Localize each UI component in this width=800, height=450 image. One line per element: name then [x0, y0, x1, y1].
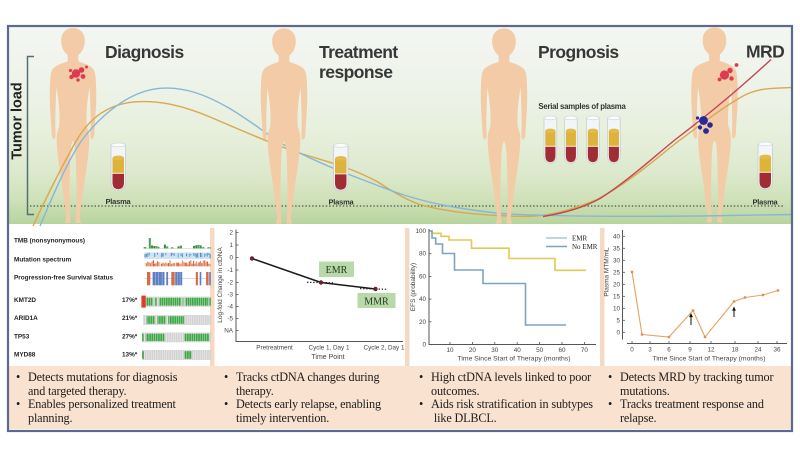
svg-text:5: 5 [616, 317, 620, 324]
svg-text:Time Point: Time Point [311, 354, 344, 361]
svg-text:40: 40 [419, 296, 427, 303]
svg-text:Plasma: Plasma [105, 197, 131, 206]
svg-text:27%*: 27%* [122, 334, 138, 341]
svg-text:0: 0 [630, 347, 634, 354]
svg-text:6: 6 [667, 347, 671, 354]
svg-text:0: 0 [422, 342, 426, 349]
svg-text:60: 60 [419, 273, 427, 280]
svg-text:10: 10 [613, 305, 621, 312]
svg-text:response: response [319, 62, 393, 82]
svg-text:NA: NA [224, 328, 234, 335]
svg-text:36: 36 [773, 347, 781, 354]
svg-text:20: 20 [419, 319, 427, 326]
svg-text:24: 24 [754, 347, 762, 354]
svg-text:-4: -4 [227, 304, 233, 311]
svg-text:3: 3 [648, 347, 652, 354]
svg-text:Log-fold Change in ctDNA: Log-fold Change in ctDNA [217, 247, 224, 323]
svg-text:TMB (nonsynonymous): TMB (nonsynonymous) [14, 238, 85, 245]
svg-text:40: 40 [613, 233, 621, 240]
svg-text:20: 20 [613, 281, 621, 288]
svg-text:1: 1 [229, 242, 233, 249]
svg-text:35: 35 [613, 245, 621, 252]
svg-text:MMR: MMR [364, 297, 389, 308]
svg-text:Cycle 2, Day 1: Cycle 2, Day 1 [364, 345, 405, 352]
svg-text:EFS (probability): EFS (probability) [410, 263, 417, 311]
svg-text:70: 70 [581, 347, 589, 354]
svg-text:Plasma: Plasma [328, 198, 354, 207]
svg-text:Serial samples of plasma: Serial samples of plasma [538, 102, 626, 111]
svg-text:MYD88: MYD88 [14, 352, 36, 359]
svg-text:Treatment: Treatment [319, 42, 398, 62]
svg-text:12: 12 [707, 347, 715, 354]
svg-text:Cycle 1, Day 1: Cycle 1, Day 1 [309, 345, 350, 352]
svg-text:TP53: TP53 [14, 334, 30, 341]
svg-text:-3: -3 [227, 292, 233, 299]
svg-text:2: 2 [229, 230, 233, 237]
svg-text:Progression-free Survival Stat: Progression-free Survival Status [14, 275, 114, 282]
svg-text:MRD: MRD [746, 42, 784, 62]
svg-text:EMR: EMR [326, 265, 348, 276]
svg-text:80: 80 [419, 251, 427, 258]
svg-text:Pretreatment: Pretreatment [256, 345, 293, 352]
svg-text:Time Since Start of Therapy (m: Time Since Start of Therapy (months) [653, 356, 766, 363]
svg-text:No EMR: No EMR [572, 243, 598, 251]
svg-text:Mutation spectrum: Mutation spectrum [14, 257, 71, 264]
svg-text:9: 9 [688, 347, 692, 354]
svg-text:Diagnosis: Diagnosis [105, 42, 184, 62]
svg-text:Plasma: Plasma [752, 198, 778, 207]
svg-text:17%*: 17%* [122, 297, 138, 304]
svg-text:-1: -1 [227, 267, 233, 274]
svg-text:25: 25 [613, 269, 621, 276]
svg-text:18: 18 [731, 347, 739, 354]
svg-text:50: 50 [536, 347, 544, 354]
svg-text:Tumor load: Tumor load [10, 82, 26, 159]
svg-text:100: 100 [415, 228, 426, 235]
svg-text:15: 15 [613, 293, 621, 300]
svg-text:30: 30 [613, 257, 621, 264]
svg-text:EMR: EMR [572, 235, 588, 243]
svg-text:13%*: 13%* [122, 352, 138, 359]
svg-text:Time Since Start of Therapy (m: Time Since Start of Therapy (months) [458, 356, 571, 363]
svg-text:20: 20 [469, 347, 477, 354]
svg-text:40: 40 [514, 347, 522, 354]
svg-text:30: 30 [491, 347, 499, 354]
svg-text:-2: -2 [227, 280, 233, 287]
svg-text:Plasma MTM/mL: Plasma MTM/mL [604, 247, 611, 297]
svg-text:21%*: 21%* [122, 315, 138, 322]
svg-text:ARID1A: ARID1A [14, 315, 38, 322]
svg-text:Prognosis: Prognosis [538, 42, 619, 62]
svg-text:60: 60 [558, 347, 566, 354]
svg-text:KMT2D: KMT2D [14, 297, 36, 304]
svg-text:-5: -5 [227, 316, 233, 323]
svg-text:0: 0 [616, 329, 620, 336]
svg-text:10: 10 [446, 347, 454, 354]
svg-text:0: 0 [229, 255, 233, 262]
